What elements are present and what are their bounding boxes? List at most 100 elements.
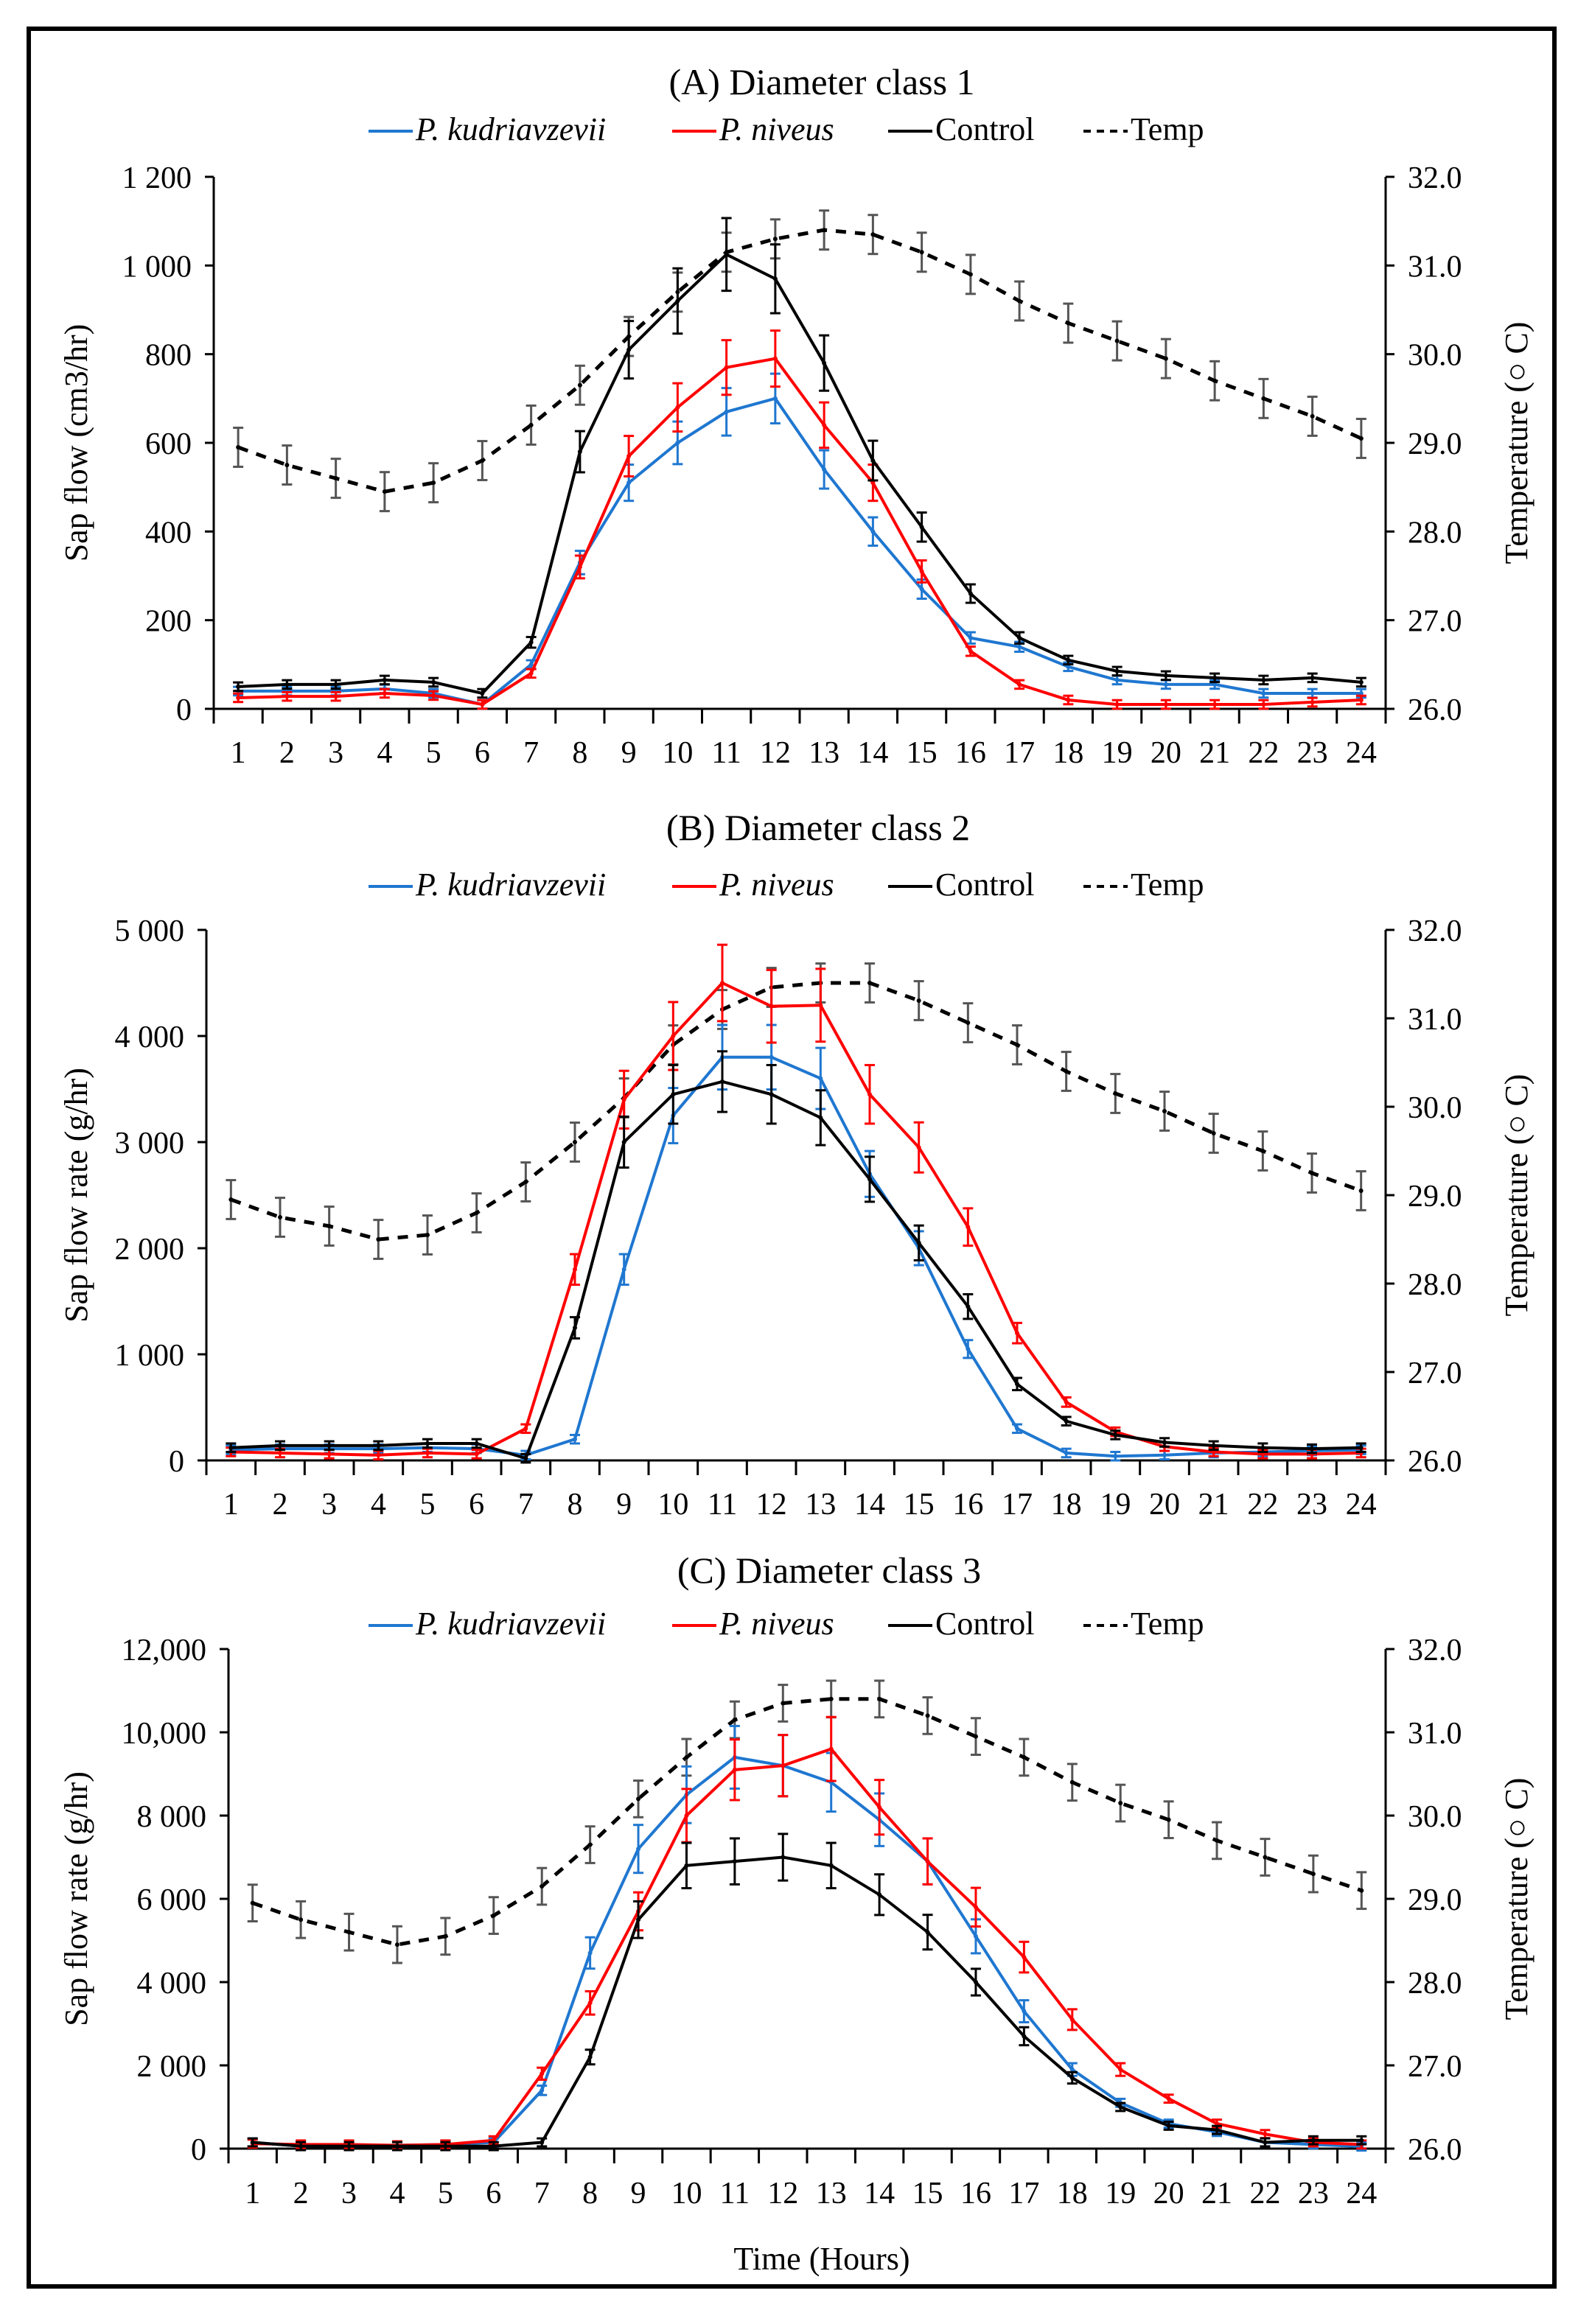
data-point — [1066, 657, 1071, 662]
data-point — [1310, 1446, 1314, 1452]
data-point — [587, 2054, 593, 2059]
x-tick-label: 2 — [279, 736, 295, 770]
x-tick-label: 10 — [671, 2177, 702, 2211]
data-point — [1113, 1432, 1118, 1438]
data-point — [577, 564, 582, 570]
data-point — [822, 228, 827, 233]
data-point — [919, 569, 924, 574]
y-tick-label: 800 — [145, 339, 192, 373]
x-tick-label: 11 — [720, 2177, 750, 2211]
y-axis-title: Sap flow rate (g/hr) — [58, 1068, 94, 1323]
data-point — [346, 2143, 352, 2149]
data-point — [382, 489, 387, 494]
x-tick-label: 4 — [377, 736, 392, 770]
data-point — [626, 454, 632, 459]
data-point — [916, 998, 921, 1003]
chart-title: (A) Diameter class 1 — [668, 61, 974, 102]
data-point — [1064, 1069, 1069, 1074]
data-point — [966, 1304, 971, 1309]
y2-tick-label: 27.0 — [1408, 605, 1462, 639]
data-point — [925, 1930, 930, 1935]
chart-panel-3: (C) Diameter class 3 P. kudriavzevii P. ni… — [58, 1550, 1535, 2277]
y-tick-label: 10,000 — [122, 1717, 207, 1751]
data-point — [1069, 2075, 1075, 2080]
data-point — [675, 405, 680, 410]
y-tick-label: 5 000 — [115, 914, 185, 948]
y2-tick-label: 32.0 — [1408, 161, 1462, 195]
data-point — [1263, 2140, 1268, 2145]
x-tick-label: 12 — [756, 1488, 787, 1522]
data-point — [973, 1734, 978, 1739]
data-point — [540, 1884, 545, 1889]
data-point — [431, 480, 436, 486]
data-point — [1261, 690, 1266, 696]
y-tick-label: 12,000 — [122, 1634, 207, 1667]
data-point — [376, 1452, 381, 1457]
data-point — [1310, 2138, 1316, 2143]
series-line — [252, 1855, 1362, 2148]
legend-label: Control — [935, 1606, 1034, 1642]
data-point — [1064, 1450, 1069, 1455]
data-point — [621, 1097, 626, 1102]
legend-label: P. kudriavzevii — [415, 1606, 606, 1642]
x-tick-label: 24 — [1346, 736, 1377, 770]
series-line — [231, 981, 1361, 1457]
data-point — [1162, 1440, 1167, 1445]
data-point — [587, 2001, 593, 2006]
data-point — [1215, 1838, 1220, 1843]
x-tick-label: 9 — [616, 1488, 632, 1522]
data-point — [1261, 677, 1266, 682]
data-point — [1114, 668, 1120, 673]
x-tick-label: 14 — [857, 736, 888, 770]
data-point — [818, 1076, 823, 1081]
data-point — [250, 2140, 255, 2145]
data-point — [236, 695, 241, 700]
y-tick-label: 3 000 — [115, 1127, 185, 1161]
x-tick-label: 3 — [321, 1488, 337, 1522]
data-point — [870, 232, 876, 237]
data-point — [382, 677, 387, 682]
data-point — [1261, 396, 1266, 401]
data-point — [772, 396, 778, 401]
data-point — [1212, 682, 1218, 687]
x-tick-label: 3 — [328, 736, 343, 770]
data-point — [1215, 2121, 1220, 2127]
data-point — [573, 1326, 577, 1330]
data-point — [1022, 1955, 1027, 1960]
legend-label: Temp — [1131, 867, 1204, 903]
data-point — [1166, 1817, 1171, 1822]
data-point — [577, 382, 582, 388]
x-tick-label: 3 — [341, 2177, 357, 2211]
x-tick-label: 5 — [420, 1488, 436, 1522]
data-point — [298, 1917, 304, 1922]
y-tick-label: 400 — [145, 516, 192, 550]
data-point — [867, 981, 872, 985]
series-line — [231, 1079, 1361, 1460]
data-point — [480, 690, 485, 696]
x-tick-label: 5 — [438, 2177, 453, 2211]
series-line — [230, 981, 1362, 1242]
data-point — [523, 1456, 528, 1461]
data-point — [228, 1197, 234, 1202]
data-point — [1212, 701, 1218, 707]
data-point — [781, 1701, 786, 1706]
data-point — [1022, 2034, 1027, 2039]
data-point — [769, 1054, 774, 1060]
data-point — [333, 476, 338, 481]
x-tick-label: 24 — [1346, 2177, 1377, 2211]
data-point — [528, 640, 534, 645]
data-point — [966, 1225, 971, 1230]
x-tick-label: 6 — [475, 736, 490, 770]
x-tick-label: 18 — [1052, 736, 1083, 770]
data-point — [724, 252, 729, 257]
data-point — [474, 1211, 479, 1215]
data-point — [822, 422, 827, 427]
data-point — [327, 1443, 332, 1448]
y-tick-label: 4 000 — [137, 1967, 207, 2001]
x-tick-label: 1 — [231, 736, 246, 770]
x-tick-label: 10 — [662, 736, 693, 770]
series-line — [238, 357, 1361, 707]
data-point — [1118, 2104, 1123, 2110]
data-point — [1114, 701, 1120, 707]
data-point — [1069, 2017, 1075, 2022]
